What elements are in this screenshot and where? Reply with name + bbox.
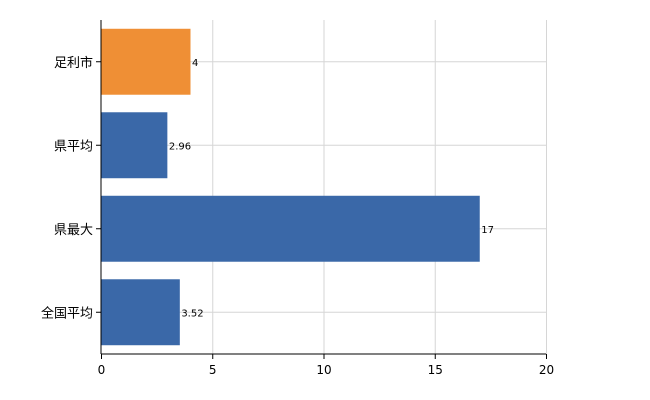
x-tick-label: 5 bbox=[209, 363, 217, 377]
data-label: 17 bbox=[481, 225, 494, 236]
category-label: 全国平均 bbox=[41, 305, 93, 321]
category-label: 県最大 bbox=[54, 223, 93, 238]
category-label: 足利市 bbox=[54, 55, 93, 71]
axes bbox=[96, 20, 547, 359]
bar bbox=[101, 112, 168, 179]
bar bbox=[101, 28, 191, 95]
bars bbox=[101, 28, 480, 346]
bar bbox=[101, 279, 180, 346]
data-label: 2.96 bbox=[169, 141, 191, 152]
bar bbox=[101, 195, 480, 262]
data-label: 4 bbox=[192, 58, 198, 69]
category-label: 県平均 bbox=[54, 139, 93, 154]
x-tick-label: 0 bbox=[98, 363, 106, 377]
x-tick-label: 10 bbox=[316, 363, 331, 377]
x-tick-label: 15 bbox=[428, 363, 443, 377]
labels: 0 5 10 15 20 足利市 4 県平均 2.96 県最大 17 全国平均 3.52 bbox=[41, 55, 554, 377]
x-tick-label: 20 bbox=[539, 363, 554, 377]
data-label: 3.52 bbox=[181, 308, 203, 319]
